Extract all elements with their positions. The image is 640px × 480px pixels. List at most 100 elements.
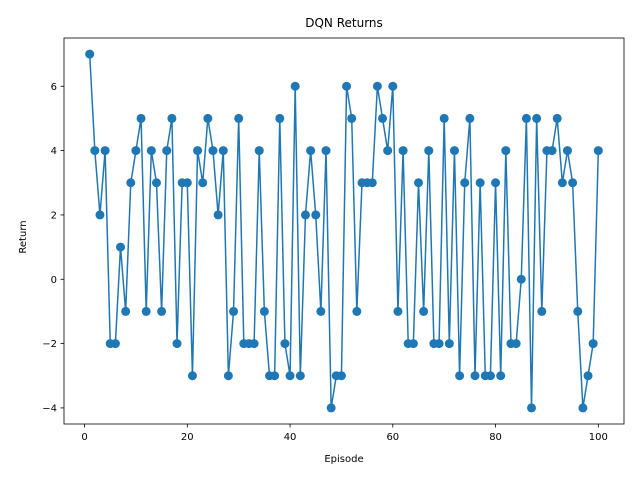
data-point xyxy=(151,178,161,188)
data-point xyxy=(583,371,593,381)
data-point xyxy=(275,113,285,123)
chart-title: DQN Returns xyxy=(305,16,383,30)
data-point xyxy=(496,371,506,381)
data-point xyxy=(326,403,336,413)
data-point xyxy=(295,371,305,381)
plot-frame xyxy=(63,37,625,425)
data-point xyxy=(121,306,131,316)
data-point xyxy=(449,146,459,156)
data-point xyxy=(316,306,326,316)
data-point xyxy=(167,113,177,123)
data-point xyxy=(532,113,542,123)
data-point xyxy=(352,306,362,316)
data-point xyxy=(136,113,146,123)
data-point xyxy=(383,146,393,156)
data-point xyxy=(573,306,583,316)
data-point xyxy=(229,306,239,316)
data-point xyxy=(90,146,100,156)
y-tick-label: 6 xyxy=(51,82,57,93)
data-point xyxy=(336,371,346,381)
data-point xyxy=(131,146,141,156)
data-point xyxy=(254,146,264,156)
data-point xyxy=(419,306,429,316)
data-point xyxy=(311,210,321,220)
data-point xyxy=(223,371,233,381)
data-point xyxy=(290,81,300,91)
data-point xyxy=(116,242,126,252)
data-point xyxy=(141,306,151,316)
data-point xyxy=(444,339,454,349)
data-point xyxy=(465,113,475,123)
y-tick-label: −4 xyxy=(42,403,57,414)
data-point xyxy=(285,371,295,381)
data-point xyxy=(372,81,382,91)
data-point xyxy=(557,178,567,188)
data-point xyxy=(203,113,213,123)
data-point xyxy=(95,210,105,220)
data-point xyxy=(321,146,331,156)
x-tick-label: 20 xyxy=(181,432,194,443)
data-point xyxy=(521,113,531,123)
data-point xyxy=(259,306,269,316)
data-point xyxy=(187,371,197,381)
x-tick-label: 60 xyxy=(386,432,399,443)
data-point xyxy=(126,178,136,188)
x-tick-label: 0 xyxy=(81,432,87,443)
data-point xyxy=(388,81,398,91)
data-point xyxy=(588,339,598,349)
data-point xyxy=(439,113,449,123)
data-point xyxy=(527,403,537,413)
data-point xyxy=(193,146,203,156)
y-axis-ticks: −4 −2 0 2 4 6 xyxy=(42,82,64,414)
data-point xyxy=(146,146,156,156)
data-point xyxy=(378,113,388,123)
data-point xyxy=(110,339,120,349)
data-point xyxy=(270,371,280,381)
data-point xyxy=(249,339,259,349)
y-axis-label: Return xyxy=(18,220,29,253)
y-tick-label: −2 xyxy=(42,339,57,350)
data-point xyxy=(511,339,521,349)
x-tick-label: 80 xyxy=(489,432,502,443)
data-point xyxy=(182,178,192,188)
data-point xyxy=(398,146,408,156)
series-markers xyxy=(85,49,603,413)
data-point xyxy=(367,178,377,188)
data-point xyxy=(434,339,444,349)
data-point xyxy=(234,113,244,123)
data-point xyxy=(300,210,310,220)
data-point xyxy=(218,146,228,156)
y-tick-label: 2 xyxy=(51,210,57,221)
data-point xyxy=(408,339,418,349)
data-point xyxy=(162,146,172,156)
data-point xyxy=(547,146,557,156)
data-point xyxy=(280,339,290,349)
data-point xyxy=(198,178,208,188)
data-point xyxy=(516,274,526,284)
data-point xyxy=(100,146,110,156)
x-axis-label: Episode xyxy=(324,454,363,465)
data-point xyxy=(85,49,95,59)
x-tick-label: 100 xyxy=(589,432,608,443)
y-tick-label: 0 xyxy=(51,275,57,286)
data-point xyxy=(306,146,316,156)
data-point xyxy=(501,146,511,156)
y-tick-label: 4 xyxy=(51,146,57,157)
data-point xyxy=(347,113,357,123)
x-tick-label: 40 xyxy=(284,432,297,443)
data-point xyxy=(455,371,465,381)
data-point xyxy=(208,146,218,156)
data-point xyxy=(485,371,495,381)
data-point xyxy=(342,81,352,91)
data-point xyxy=(491,178,501,188)
data-point xyxy=(424,146,434,156)
data-point xyxy=(578,403,588,413)
data-point xyxy=(552,113,562,123)
data-point xyxy=(414,178,423,188)
data-point xyxy=(475,178,485,188)
data-point xyxy=(213,210,223,220)
data-point xyxy=(157,306,167,316)
data-point xyxy=(172,339,182,349)
